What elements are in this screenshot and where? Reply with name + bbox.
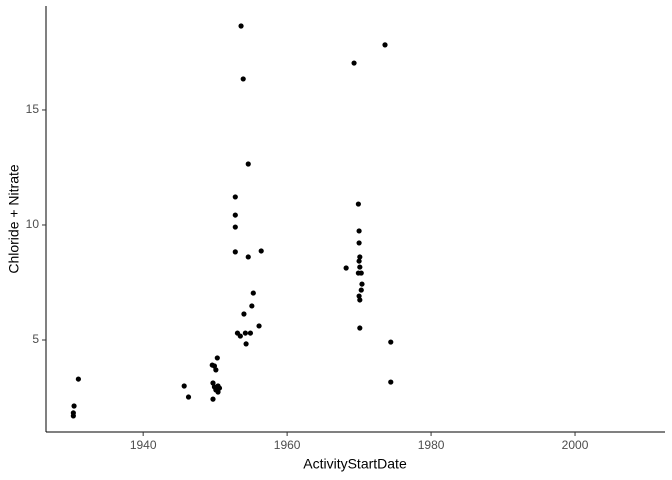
point: [359, 281, 365, 287]
point: [356, 228, 362, 234]
point: [238, 23, 244, 29]
point: [210, 396, 216, 402]
x-axis-title: ActivityStartDate: [303, 456, 407, 472]
y-tick-label: 5: [32, 332, 39, 346]
point: [71, 403, 77, 409]
x-tick-label: 1940: [130, 438, 157, 452]
x-tick-label: 2000: [562, 438, 589, 452]
point: [357, 264, 363, 270]
point: [351, 60, 357, 66]
point: [215, 389, 221, 395]
point: [357, 254, 363, 260]
point: [249, 303, 255, 309]
point: [388, 379, 394, 385]
point: [232, 224, 238, 230]
point: [75, 376, 81, 382]
point: [357, 297, 363, 303]
point: [214, 355, 220, 361]
point: [358, 270, 364, 276]
point: [356, 293, 362, 299]
point: [247, 330, 254, 336]
point: [213, 367, 219, 373]
point: [210, 380, 216, 386]
point: [232, 212, 238, 218]
point: [211, 363, 218, 369]
point: [355, 201, 361, 207]
y-tick-label: 15: [26, 102, 40, 116]
point: [240, 76, 246, 82]
point: [242, 330, 248, 336]
point: [356, 258, 362, 264]
point: [232, 249, 238, 255]
point: [343, 265, 349, 271]
point: [185, 394, 192, 400]
point: [357, 325, 363, 331]
x-tick-label: 1960: [274, 438, 301, 452]
point: [258, 248, 264, 254]
point: [70, 413, 76, 419]
point: [181, 383, 187, 389]
point: [237, 333, 243, 339]
point: [232, 194, 238, 200]
y-axis-title: Chloride + Nitrate: [6, 164, 22, 274]
point: [250, 290, 256, 296]
point: [243, 341, 249, 347]
point: [245, 161, 251, 167]
point: [382, 42, 388, 48]
y-tick-label: 10: [26, 217, 40, 231]
point: [241, 311, 247, 317]
point: [256, 323, 262, 329]
x-tick-label: 1980: [418, 438, 445, 452]
point: [358, 287, 364, 293]
point: [388, 339, 394, 345]
point: [245, 254, 251, 260]
point: [356, 240, 362, 246]
